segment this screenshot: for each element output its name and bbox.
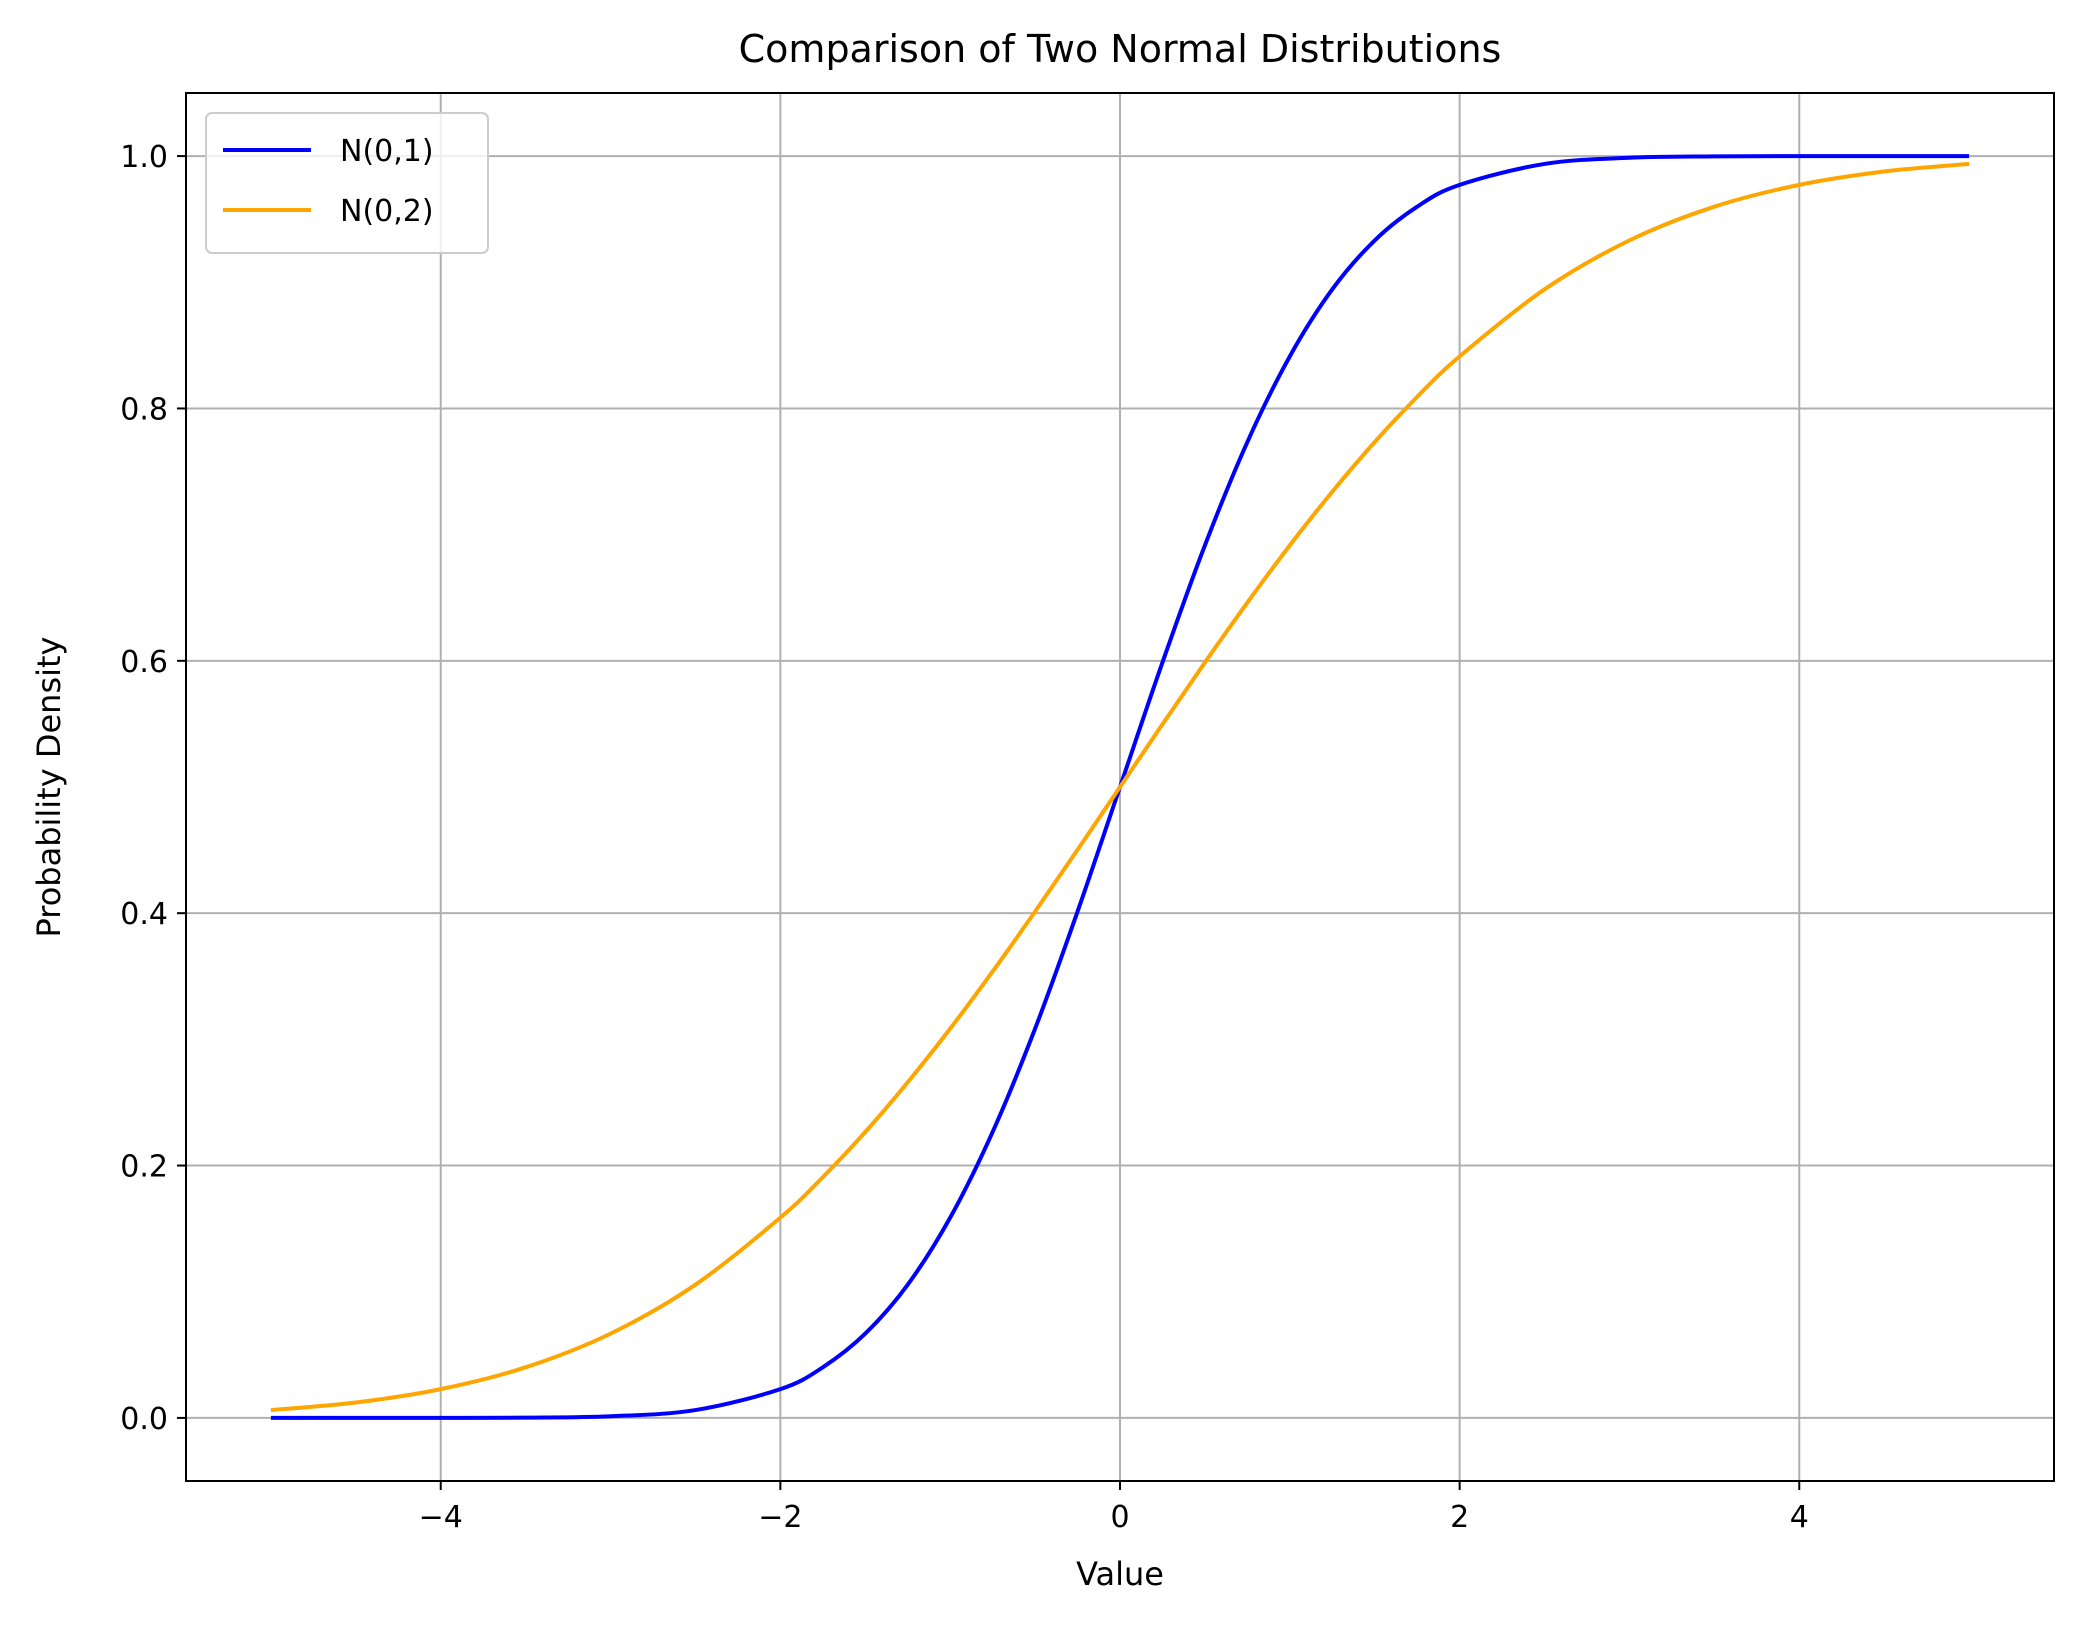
y-tick-label: 0.0: [120, 1402, 168, 1437]
x-tick-label: −4: [419, 1500, 463, 1535]
y-tick-label: 1.0: [120, 140, 168, 175]
chart-title: Comparison of Two Normal Distributions: [739, 27, 1502, 71]
axis-ticks: −4 −2 0 2 4 0.0 0.2 0.4 0.6 0.8 1.0: [120, 140, 1809, 1535]
legend-label-2: N(0,2): [340, 194, 434, 229]
series-line-2: [270, 161, 1970, 1413]
y-tick-label: 0.2: [120, 1150, 168, 1185]
x-tick-label: 2: [1450, 1500, 1469, 1535]
y-axis-label: Probability Density: [30, 637, 68, 938]
x-axis-label: Value: [1076, 1555, 1164, 1593]
legend: N(0,1) N(0,2): [205, 112, 489, 254]
y-tick-label: 0.6: [120, 645, 168, 680]
y-tick-label: 0.8: [120, 392, 168, 427]
x-tick-label: 0: [1110, 1500, 1129, 1535]
x-tick-label: −2: [758, 1500, 802, 1535]
series-lines: [270, 154, 1970, 1420]
legend-label-1: N(0,1): [340, 134, 434, 169]
x-tick-label: 4: [1790, 1500, 1809, 1535]
y-tick-label: 0.4: [120, 897, 168, 932]
